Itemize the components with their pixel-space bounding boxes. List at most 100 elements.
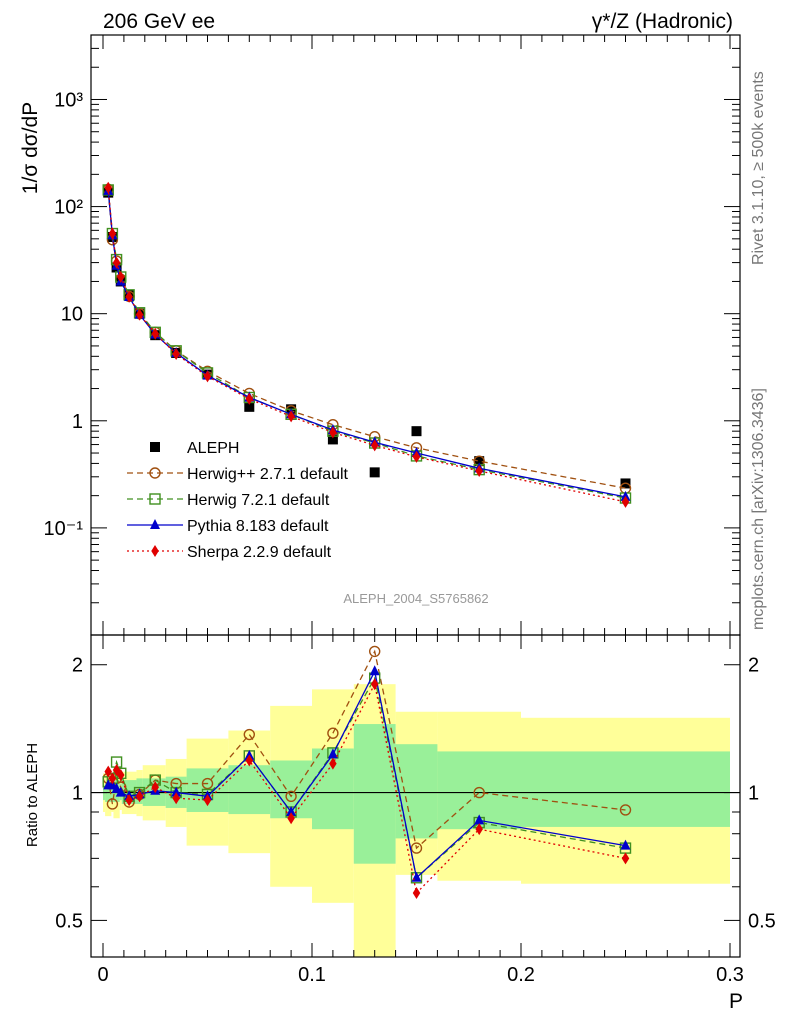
legend-herwig-2-7-1-default-marker: [149, 467, 161, 479]
main-sherpa-2-2-9-default-point: [172, 348, 180, 361]
ratio-herwig-2-7-1-default-point: [201, 777, 214, 790]
ratio-sherpa-2-2-9-default-point: [104, 765, 112, 778]
main-sherpa-2-2-9-default-point: [370, 439, 379, 452]
ratio-sherpa-2-2-9-default-point: [117, 768, 125, 781]
main-pythia-8-183-default-point: [620, 490, 631, 501]
main-y-tick-label: 1: [72, 411, 83, 433]
band-inner: [111, 780, 114, 803]
main-aleph-point: [411, 426, 422, 437]
legend-sherpa-2-2-9-default-label: Sherpa 2.2.9 default: [187, 544, 332, 561]
ratio-sherpa-2-2-9-default-point: [172, 792, 180, 805]
ratio-y-tick-label-left: 1: [72, 783, 83, 805]
main-y-axis-label: 1/σ dσ/dP: [19, 102, 42, 194]
ratio-sherpa-2-2-9-default-point: [329, 757, 337, 770]
analysis-id: ALEPH_2004_S5765862: [343, 591, 488, 606]
ratio-y-tick-label-left: 2: [72, 655, 83, 677]
legend-sherpa-2-2-9-default-marker: [151, 545, 159, 557]
main-sherpa-2-2-9-default-point: [245, 392, 254, 405]
ratio-sherpa-2-2-9-default-point: [412, 887, 421, 900]
legend-herwig-2-7-1-default-label: Herwig++ 2.7.1 default: [187, 466, 349, 483]
legend-herwig-7-2-1-default-label: Herwig 7.2.1 default: [187, 492, 330, 509]
header-left: 206 GeV ee: [103, 10, 215, 33]
main-sherpa-2-2-9-default-point: [287, 410, 295, 423]
main-sherpa-2-2-9-default-point: [412, 450, 421, 463]
main-sherpa-2-2-9-default-point: [621, 495, 630, 508]
band-inner: [228, 765, 271, 815]
legend-pythia-8-183-default-marker: [150, 519, 160, 529]
ratio-sherpa-2-2-9-default-point: [151, 781, 159, 794]
plot-axes: 0 0.1 0.2 0.3 10⁻¹ 1 10 10² 10³ 0.5 0.5 1 1 2 2: [44, 34, 776, 986]
ratio-y-axis-label: Ratio to ALEPH: [24, 743, 41, 847]
legend-herwig-7-2-1-default-marker: [149, 493, 161, 505]
ratio-herwig-2-7-1-default-line: [107, 649, 626, 850]
ratio-y-tick-label-left: 0.5: [55, 910, 83, 932]
ratio-herwig-2-7-1-default-point: [369, 645, 381, 658]
main-y-tick-label: 10³: [54, 89, 83, 111]
ratio-sherpa-2-2-9-default-point: [125, 794, 133, 807]
ratio-herwig-2-7-1-default-point: [619, 804, 632, 816]
main-aleph-point: [474, 456, 485, 467]
main-y-tick-label: 10: [61, 304, 83, 326]
ratio-herwig-7-2-1-default-line: [107, 676, 626, 880]
main-sherpa-2-2-9-default-point: [135, 308, 144, 321]
main-y-tick-label: 10²: [54, 197, 83, 219]
ratio-sherpa-2-2-9-default-point: [621, 852, 630, 865]
main-y-tick-label: 10⁻¹: [44, 518, 84, 540]
ratio-sherpa-2-2-9-default-point: [245, 754, 254, 767]
ratio-pythia-8-183-default-point: [115, 786, 126, 797]
ratio-y-tick-label-right: 2: [748, 655, 759, 677]
ratio-plot-marks: [102, 645, 632, 900]
ratio-sherpa-2-2-9-default-point: [135, 790, 144, 803]
main-sherpa-2-2-9-default-point: [112, 256, 121, 269]
ratio-sherpa-2-2-9-default-point: [203, 794, 212, 807]
ratio-herwig-2-7-1-default-point: [285, 790, 297, 802]
header-right: γ*/Z (Hadronic): [592, 10, 733, 33]
ratio-sherpa-2-2-9-default-point: [108, 772, 117, 785]
main-sherpa-2-2-9-default-point: [475, 464, 483, 477]
main-sherpa-2-2-9-default-point: [125, 290, 133, 303]
legend-pythia-8-183-default-label: Pythia 8.183 default: [187, 518, 329, 535]
main-sherpa-2-2-9-default-point: [108, 227, 117, 240]
main-pythia-8-183-default-line: [107, 190, 626, 498]
main-aleph-point: [369, 467, 380, 478]
main-sherpa-2-2-9-default-point: [151, 327, 159, 340]
ratio-herwig-2-7-1-default-point: [327, 727, 339, 739]
ratio-herwig-2-7-1-default-point: [243, 728, 256, 741]
band-inner: [105, 781, 112, 803]
ratio-sherpa-2-2-9-default-point: [287, 812, 295, 825]
x-tick-label: 0.2: [507, 964, 535, 986]
ratio-sherpa-2-2-9-default-point: [370, 678, 379, 691]
ratio-pythia-8-183-default-point: [620, 839, 631, 850]
ratio-pythia-8-183-default-point: [171, 786, 182, 797]
main-aleph-point: [244, 401, 255, 412]
ratio-y-tick-label-right: 0.5: [748, 910, 776, 932]
main-sherpa-2-2-9-default-point: [329, 426, 337, 439]
band-inner: [395, 744, 438, 839]
ratio-herwig-2-7-1-default-point: [410, 842, 423, 854]
main-aleph-point: [327, 434, 338, 445]
main-plot-marks: [102, 181, 632, 508]
ratio-frame: [90, 634, 741, 958]
main-sherpa-2-2-9-default-line: [107, 187, 626, 503]
main-sherpa-2-2-9-default-point: [203, 370, 212, 383]
main-herwig-7-2-1-default-line: [107, 189, 626, 499]
ratio-y-tick-label-right: 1: [748, 783, 759, 805]
ratio-pythia-8-183-default-point: [286, 806, 297, 817]
main-sherpa-2-2-9-default-point: [117, 271, 125, 284]
mcplots-label: mcplots.cern.ch [arXiv:1306.3436]: [750, 388, 767, 630]
x-tick-label: 0.3: [716, 964, 744, 986]
ratio-pythia-8-183-default-point: [369, 665, 380, 676]
x-axis-label: P: [729, 990, 743, 1013]
ratio-sherpa-2-2-9-default-point: [475, 823, 483, 836]
legend-aleph-marker: [150, 442, 160, 452]
rivet-label: Rivet 3.1.10, ≥ 500k events: [750, 71, 767, 265]
x-tick-label: 0.1: [298, 964, 326, 986]
legend: ALEPH Herwig++ 2.7.1 default Herwig 7.2.1 …: [127, 440, 349, 561]
legend-aleph-label: ALEPH: [187, 440, 239, 457]
x-tick-label: 0: [97, 964, 108, 986]
ratio-herwig-2-7-1-default-point: [473, 786, 485, 799]
main-sherpa-2-2-9-default-point: [104, 181, 112, 194]
ratio-pythia-8-183-default-point: [327, 748, 338, 759]
ratio-herwig-2-7-1-default-point: [106, 798, 119, 810]
